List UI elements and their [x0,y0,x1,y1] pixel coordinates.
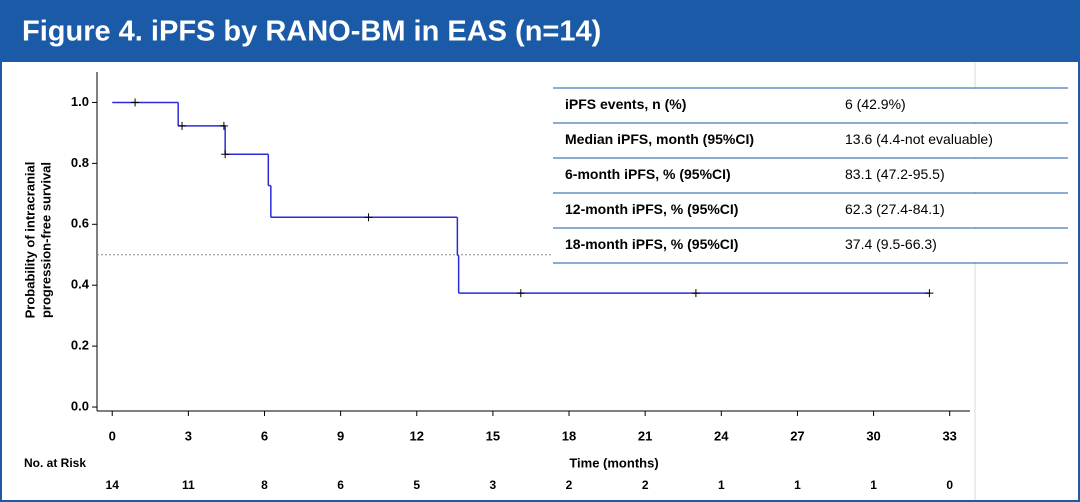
table-row-bg [553,194,1068,227]
x-tick-label: 33 [942,428,956,443]
risk-value: 14 [106,478,120,492]
risk-value: 8 [261,478,268,492]
y-tick-label: 0.4 [71,277,90,292]
risk-value: 3 [490,478,497,492]
table-row-bg [553,89,1068,122]
censor-mark [178,121,187,130]
x-tick-label: 15 [486,428,500,443]
table-label: 18-month iPFS, % (95%CI) [565,236,738,252]
risk-value: 6 [337,478,344,492]
censor-mark [925,289,934,298]
risk-value: 5 [413,478,420,492]
censor-mark [364,213,373,222]
table-value: 37.4 (9.5-66.3) [845,236,937,252]
risk-value: 0 [946,478,953,492]
y-tick-label: 0.0 [71,398,89,413]
censor-mark [131,98,140,107]
table-row-bg [553,124,1068,157]
table-row-bg [553,229,1068,262]
y-tick-label: 1.0 [71,94,89,109]
risk-value: 1 [718,478,725,492]
table-label: Median iPFS, month (95%CI) [565,131,754,147]
x-tick-label: 30 [866,428,880,443]
table-label: 12-month iPFS, % (95%CI) [565,201,738,217]
risk-value: 2 [566,478,573,492]
censor-mark [221,150,230,159]
title-bar [0,0,1080,62]
risk-value: 2 [642,478,649,492]
y-tick-label: 0.6 [71,216,89,231]
x-tick-label: 12 [410,428,424,443]
x-tick-label: 27 [790,428,804,443]
table-value: 13.6 (4.4-not evaluable) [845,131,993,147]
table-value: 6 (42.9%) [845,96,906,112]
x-tick-label: 3 [185,428,192,443]
censor-mark [219,121,228,130]
risk-value: 1 [794,478,801,492]
y-axis-label: Probability of intracranial [22,162,37,319]
x-tick-label: 9 [337,428,344,443]
censor-mark [516,289,525,298]
x-tick-label: 21 [638,428,652,443]
x-tick-label: 6 [261,428,268,443]
x-tick-label: 0 [109,428,116,443]
chart-title: Figure 4. iPFS by RANO-BM in EAS (n=14) [22,16,601,48]
risk-label: No. at Risk [24,456,86,470]
y-tick-label: 0.8 [71,155,89,170]
y-axis-label: progression-free survival [38,162,53,318]
risk-value: 11 [182,478,195,492]
y-tick-label: 0.2 [71,338,89,353]
censor-mark [691,289,700,298]
table-value: 62.3 (27.4-84.1) [845,201,945,217]
x-axis-label: Time (months) [569,455,658,470]
table-row-bg [553,159,1068,192]
x-tick-label: 18 [562,428,576,443]
x-tick-label: 24 [714,428,729,443]
table-value: 83.1 (47.2-95.5) [845,166,945,182]
table-label: 6-month iPFS, % (95%CI) [565,166,731,182]
risk-value: 1 [870,478,877,492]
table-label: iPFS events, n (%) [565,96,686,112]
